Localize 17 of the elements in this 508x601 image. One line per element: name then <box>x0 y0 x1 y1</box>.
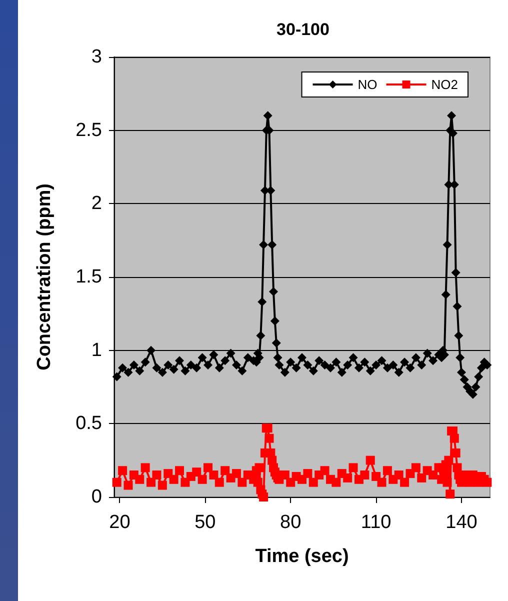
x-tick-label: 80 <box>280 512 302 533</box>
x-tick-label: 110 <box>360 512 392 533</box>
x-tick-label: 20 <box>109 512 130 533</box>
x-tick-label: 140 <box>446 512 478 533</box>
y-tick-label: 1 <box>91 340 102 361</box>
legend-label: NO <box>358 77 378 92</box>
y-tick-label: 0 <box>91 486 102 508</box>
y-tick-label: 3 <box>91 46 102 68</box>
x-axis-title: Time (sec) <box>255 546 349 567</box>
y-tick-label: 0.5 <box>76 413 102 434</box>
y-axis-title: Concentration (ppm) <box>34 184 55 370</box>
y-tick-label: 1.5 <box>76 266 102 288</box>
legend-label: NO2 <box>431 77 458 92</box>
y-tick-label: 2 <box>91 193 102 214</box>
x-tick-label: 50 <box>194 512 216 533</box>
y-tick-label: 2.5 <box>76 120 102 141</box>
chart-title: 30-100 <box>276 20 330 39</box>
